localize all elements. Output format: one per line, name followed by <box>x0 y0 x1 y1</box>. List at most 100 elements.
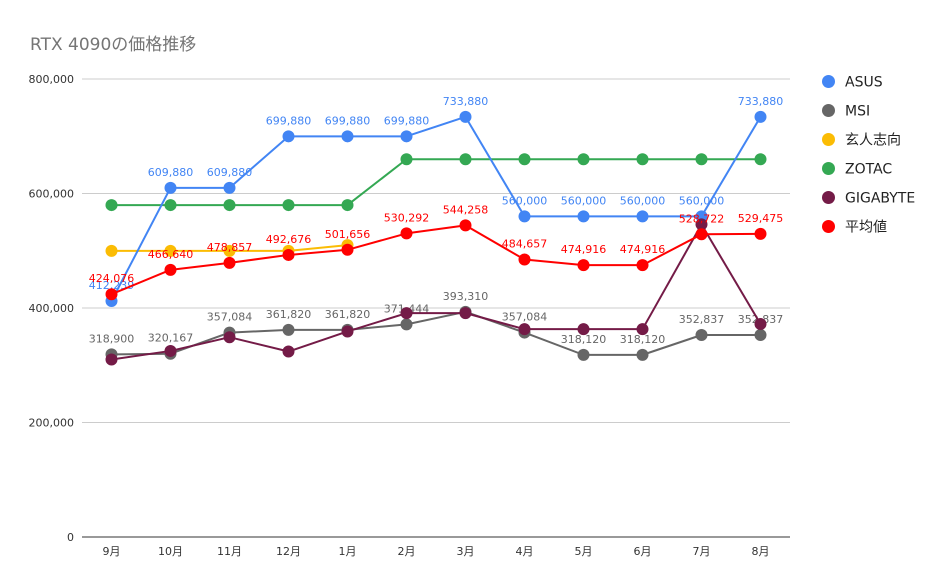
series-1-data-label: 357,084 <box>207 311 253 324</box>
series-4-line-segment <box>641 223 703 330</box>
series-0-line-segment <box>406 115 466 138</box>
series-4-point <box>754 318 767 331</box>
series-3-point <box>282 199 295 212</box>
series-4-line-segment <box>288 330 348 353</box>
series-0-point <box>400 130 413 143</box>
series-0-point <box>636 210 649 223</box>
legend-item: MSI <box>822 99 915 128</box>
series-1-point <box>636 348 649 361</box>
series-0-data-label: 560,000 <box>620 194 666 207</box>
x-tick-label: 2月 <box>398 545 416 558</box>
series-5-point <box>577 259 590 272</box>
series-0-line-segment <box>110 187 172 302</box>
series-5-point <box>459 219 472 232</box>
series-5-line-segment <box>347 232 407 251</box>
series-2-point <box>223 244 236 257</box>
x-tick-label: 3月 <box>457 545 475 558</box>
series-1-data-label: 361,820 <box>325 308 371 321</box>
series-3-point <box>695 153 708 166</box>
series-0-data-label: 609,880 <box>148 166 194 179</box>
series-1-point <box>282 323 295 336</box>
series-5-line-segment <box>229 253 289 264</box>
series-5-point <box>223 256 236 269</box>
legend-label: ASUS <box>845 74 883 91</box>
series-4-point <box>518 323 531 336</box>
series-4 <box>105 218 767 366</box>
legend-item: 玄人志向 <box>822 128 915 157</box>
series-4-point <box>341 325 354 338</box>
series-4-line-segment <box>229 336 289 353</box>
series-5-point <box>695 228 708 241</box>
series-3-point <box>105 199 118 212</box>
legend-marker <box>822 161 835 175</box>
legend-marker <box>822 190 835 204</box>
series-4-point <box>400 307 413 320</box>
series-1-line-segment <box>642 334 702 356</box>
legend: ASUS MSI 玄人志向 ZOTAC GIGABYTE 平均値 <box>822 70 915 244</box>
series-5-data-label: 474,916 <box>620 243 666 256</box>
series-4-point <box>577 323 590 336</box>
legend-label: ZOTAC <box>845 161 893 178</box>
series-3-point <box>341 199 354 212</box>
series-3-point <box>164 199 177 212</box>
series-0-data-label: 609,880 <box>207 166 253 179</box>
series-3 <box>105 153 767 212</box>
series-5-line-segment <box>111 268 171 296</box>
legend-marker <box>822 74 835 88</box>
series-4-line-segment <box>465 312 525 331</box>
series-5-data-label: 501,656 <box>325 228 371 241</box>
legend-item: GIGABYTE <box>822 186 915 215</box>
series-5-data-label: 528,722 <box>679 212 725 225</box>
series-1-point <box>400 318 413 331</box>
x-tick-label: 9月 <box>103 545 121 558</box>
y-tick-label: 600,000 <box>29 188 75 201</box>
series-0-point <box>164 181 177 194</box>
series-0-point <box>577 210 590 223</box>
series-4-line-segment <box>170 336 230 352</box>
y-tick-label: 0 <box>67 531 74 544</box>
series-5-data-label: 544,258 <box>443 203 489 216</box>
series-5-point <box>341 243 354 256</box>
series-0-data-label: 699,880 <box>325 114 371 127</box>
x-tick-label: 12月 <box>276 545 301 558</box>
series-0-point <box>754 110 767 123</box>
series-3-point <box>636 153 649 166</box>
series-5-line-segment <box>406 224 466 235</box>
series-1-data-label: 361,820 <box>266 308 312 321</box>
series-0-data-label: 560,000 <box>561 194 607 207</box>
series-0-point <box>518 210 531 223</box>
series-0-point <box>459 110 472 123</box>
series-1-data-label: 318,120 <box>561 333 607 346</box>
series-1-data-label: 393,310 <box>443 290 489 303</box>
series-0-point <box>223 181 236 194</box>
series-1-line-segment <box>524 331 584 356</box>
series-1-line-segment <box>229 328 289 334</box>
series-4-point <box>695 218 708 231</box>
series-1-point <box>577 348 590 361</box>
series-2-point <box>164 244 177 257</box>
legend-label: MSI <box>845 103 871 120</box>
series-3-line-segment <box>346 158 408 206</box>
series-4-line-segment <box>347 312 407 333</box>
series-0-data-label: 699,880 <box>266 114 312 127</box>
series-1-data-label: 352,837 <box>679 313 725 326</box>
x-tick-label: 11月 <box>217 545 242 558</box>
series-5-data-label: 484,657 <box>502 238 548 251</box>
series-4-point <box>459 307 472 320</box>
series-3-point <box>223 199 236 212</box>
x-tick-label: 4月 <box>516 545 534 558</box>
x-tick-label: 7月 <box>693 545 711 558</box>
series-5-point <box>754 227 767 240</box>
series-5-data-label: 474,916 <box>561 243 607 256</box>
series-5-data-label: 478,857 <box>207 241 253 254</box>
series-3-point <box>754 153 767 166</box>
series-5-point <box>105 288 118 301</box>
legend-label: 玄人志向 <box>845 132 901 149</box>
series-0-data-label: 733,880 <box>738 95 784 108</box>
y-tick-label: 400,000 <box>29 302 75 315</box>
series-2-line-segment <box>288 244 348 252</box>
y-tick-label: 800,000 <box>29 73 75 86</box>
series-5-data-label: 424,076 <box>89 272 135 285</box>
